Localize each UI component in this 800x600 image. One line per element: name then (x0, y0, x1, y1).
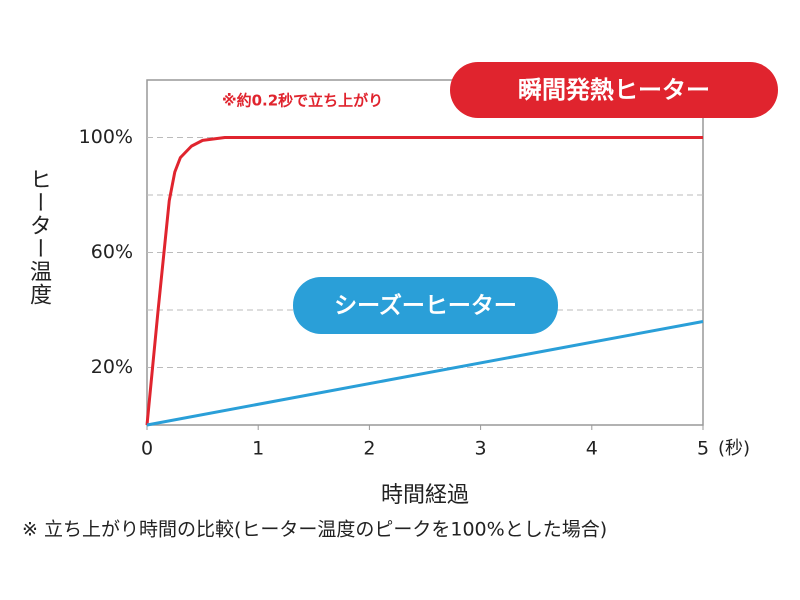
footnote: ※ 立ち上がり時間の比較(ヒーター温度のピークを100%とした場合) (22, 519, 607, 541)
y-tick-label: 20% (91, 356, 133, 378)
legend-label: シーズーヒーター (334, 292, 517, 319)
legend-label: 瞬間発熱ヒーター (518, 76, 710, 104)
x-tick-label: 2 (363, 438, 375, 460)
series-line (146, 320, 704, 427)
legend-pill (450, 62, 778, 118)
legend-pill (293, 277, 558, 334)
x-unit: (秒) (718, 438, 750, 459)
series-line (145, 136, 703, 426)
y-axis-label: ヒーター温度 (26, 168, 51, 306)
x-tick-label: 0 (141, 438, 153, 460)
annotation: ※約0.2秒で立ち上がり (222, 92, 383, 110)
y-tick-label: 100% (79, 126, 133, 148)
x-tick-label: 5 (697, 438, 709, 460)
x-tick-label: 4 (586, 438, 598, 460)
y-tick-label: 60% (91, 241, 133, 263)
x-tick-label: 1 (252, 438, 264, 460)
x-tick-label: 3 (475, 438, 487, 460)
x-axis-label: 時間経過 (381, 483, 469, 508)
